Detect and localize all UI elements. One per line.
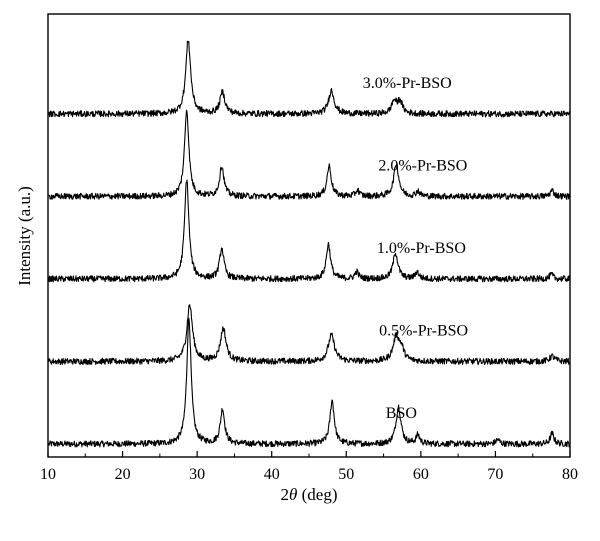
x-axis-tick-labels: 10 20 30 40 50 60 70 80: [40, 466, 578, 483]
x-tick-label: 40: [264, 466, 280, 483]
series-label: 0.5%-Pr-BSO: [379, 322, 468, 339]
series-label: 2.0%-Pr-BSO: [378, 157, 467, 174]
x-tick-label: 30: [189, 466, 205, 483]
series-label: 3.0%-Pr-BSO: [363, 75, 452, 92]
series-labels: BSO 0.5%-Pr-BSO 1.0%-Pr-BSO 2.0%-Pr-BSO 3.0%…: [363, 75, 468, 422]
plot-frame: [47, 13, 571, 458]
series-line: [48, 109, 571, 200]
x-tick-label: 70: [487, 466, 503, 483]
series-traces: [48, 40, 571, 448]
x-tick-label: 60: [413, 466, 429, 483]
series-line: [48, 179, 571, 283]
x-tick-label: 10: [40, 466, 56, 483]
series-line: [48, 317, 571, 448]
x-axis-title-suffix: (deg): [297, 485, 337, 504]
series-line: [48, 40, 571, 118]
x-axis-title: 2θ (deg): [281, 485, 338, 504]
x-tick-label: 20: [115, 466, 131, 483]
series-line: [48, 304, 570, 365]
series-label: 1.0%-Pr-BSO: [377, 240, 466, 257]
x-tick-label: 50: [338, 466, 354, 483]
series-label: BSO: [386, 405, 417, 422]
x-tick-label: 80: [562, 466, 578, 483]
x-axis-ticks: [47, 451, 571, 457]
y-axis-title: Intensity (a.u.): [15, 186, 34, 286]
x-axis-title-prefix: 2: [281, 485, 290, 504]
x-axis-title-symbol: θ: [289, 485, 297, 504]
